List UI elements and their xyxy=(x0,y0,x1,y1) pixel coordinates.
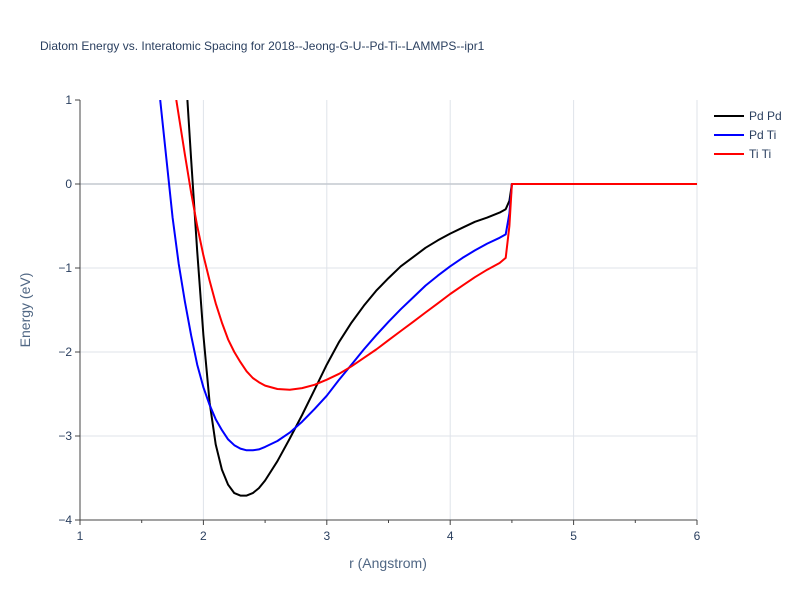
y-tick-label: −4 xyxy=(58,513,72,527)
legend-item-ti-ti[interactable]: Ti Ti xyxy=(714,147,771,161)
series-line-pd-pd xyxy=(186,100,697,497)
legend-label: Ti Ti xyxy=(749,147,771,161)
x-tick-label: 3 xyxy=(323,529,330,543)
grid xyxy=(79,100,698,521)
x-tick-label: 5 xyxy=(570,529,577,543)
y-tick-label: 0 xyxy=(65,177,72,191)
y-tick-label: −3 xyxy=(58,429,72,443)
y-tick-label: −2 xyxy=(58,345,72,359)
legend-label: Pd Ti xyxy=(749,128,776,142)
y-axis-label: Energy (eV) xyxy=(17,273,33,348)
series-line-pd-ti xyxy=(159,100,697,452)
legend[interactable]: Pd Pd Pd Ti Ti Ti xyxy=(714,109,782,161)
y-tick-label: 1 xyxy=(65,93,72,107)
y-tick-label: −1 xyxy=(58,261,72,275)
x-tick-label: 4 xyxy=(447,529,454,543)
legend-item-pd-ti[interactable]: Pd Ti xyxy=(714,128,776,142)
chart-title: Diatom Energy vs. Interatomic Spacing fo… xyxy=(40,39,485,53)
x-axis-label: r (Angstrom) xyxy=(349,555,427,571)
legend-item-pd-pd[interactable]: Pd Pd xyxy=(714,109,782,123)
x-tick-label: 6 xyxy=(694,529,701,543)
series-lines xyxy=(159,100,697,497)
x-tick-label: 2 xyxy=(200,529,207,543)
x-tick-label: 1 xyxy=(77,529,84,543)
axis-ticks: 1 2 3 4 5 6 1 0 −1 −2 −3 −4 xyxy=(58,93,700,543)
legend-label: Pd Pd xyxy=(749,109,782,123)
series-line-ti-ti xyxy=(175,100,697,391)
